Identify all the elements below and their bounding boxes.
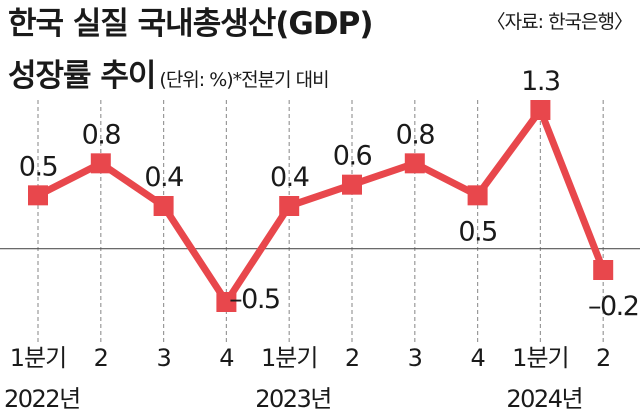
gridlines — [37, 100, 604, 342]
data-point-marker — [216, 292, 237, 312]
x-tick-label: 2 — [94, 344, 108, 372]
year-labels: 2022년 2023년 2024년 — [4, 385, 584, 413]
data-point-marker — [530, 100, 551, 120]
data-point-marker — [153, 196, 174, 216]
data-point-marker — [593, 260, 614, 280]
data-label: 0.5 — [19, 151, 57, 182]
year-label: 2022년 — [4, 385, 80, 413]
year-label: 2023년 — [255, 385, 331, 413]
chart-title-line2-text: 성장률 추이 — [8, 58, 155, 94]
data-point-marker — [404, 153, 425, 174]
data-markers — [28, 100, 614, 312]
data-label: 0.5 — [458, 216, 496, 247]
x-tick-label: 2 — [596, 344, 610, 372]
data-label: 0.8 — [396, 119, 435, 150]
x-tick-label: 4 — [470, 344, 484, 372]
x-tick-label: 3 — [156, 344, 170, 372]
data-labels: 0.5 0.8 0.4 –0.5 0.4 0.6 0.8 0.5 1.3 –0.2 — [19, 66, 640, 322]
x-tick-label: 1분기 — [261, 344, 317, 372]
chart-title-line2: 성장률 추이 (단위: %)*전분기 대비 — [8, 58, 329, 94]
x-tick-label: 1분기 — [10, 344, 66, 372]
chart-title-line1: 한국 실질 국내총생산(GDP) — [8, 6, 373, 42]
unit-note: (단위: %)*전분기 대비 — [159, 69, 328, 91]
data-point-marker — [342, 174, 362, 195]
year-label: 2024년 — [506, 385, 582, 413]
source-note: 〈자료: 한국은행〉 — [487, 11, 632, 33]
x-tick-label: 4 — [219, 344, 233, 372]
data-label: 1.3 — [521, 66, 560, 97]
data-label: –0.5 — [229, 284, 279, 315]
data-point-marker — [90, 153, 111, 174]
data-label: 0.8 — [82, 119, 121, 150]
data-label: 0.4 — [144, 162, 183, 193]
x-tick-label: 3 — [408, 344, 422, 372]
x-tick-label: 2 — [345, 344, 359, 372]
data-label: 0.4 — [270, 162, 309, 193]
data-point-marker — [279, 196, 300, 216]
x-tick-label: 1분기 — [512, 344, 568, 372]
data-label: –0.2 — [588, 291, 638, 322]
x-tick-labels: 1분기 2 3 4 1분기 2 3 4 1분기 2 — [10, 344, 612, 372]
data-point-marker — [28, 185, 48, 206]
data-label: 0.6 — [333, 141, 372, 172]
data-point-marker — [467, 185, 488, 206]
gdp-series-line — [36, 106, 607, 306]
